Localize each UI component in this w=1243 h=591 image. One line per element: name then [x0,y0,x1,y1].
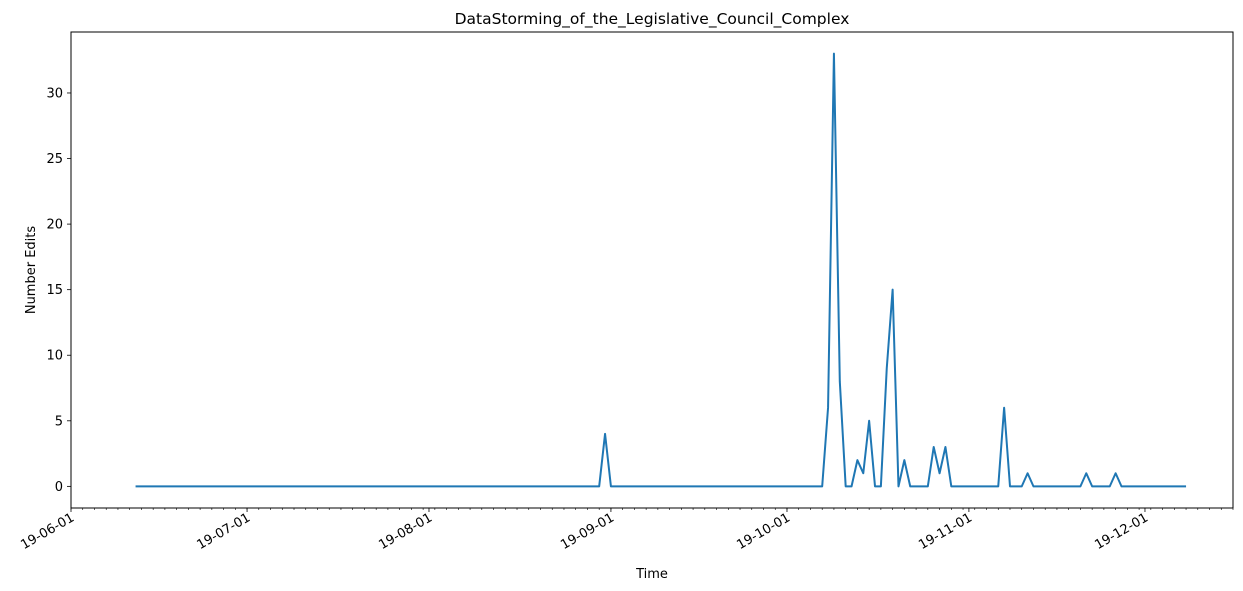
y-tick-label: 15 [46,283,63,298]
y-tick-label: 30 [46,86,63,101]
series-line-number-edits [135,52,1187,488]
y-tick-label: 25 [46,152,63,167]
x-tick-label: 19-11-01 [916,510,975,552]
x-tick-label: 19-09-01 [558,510,617,552]
x-tick-label: 19-08-01 [376,510,435,552]
x-axis-label: Time [635,567,668,582]
x-axis: 19-06-01 19-07-01 19-08-01 19-09-01 19-10-01… [18,508,1234,553]
y-axis: 0 5 10 15 20 25 30 [46,86,71,495]
y-tick-label: 20 [46,218,63,233]
x-tick-label: 19-07-01 [194,510,253,552]
y-tick-label: 5 [55,414,63,429]
y-tick-label: 0 [55,480,63,495]
x-tick-label: 19-10-01 [734,510,793,552]
x-tick-label: 19-06-01 [18,510,77,552]
y-tick-label: 10 [46,349,63,364]
chart-title: DataStorming_of_the_Legislative_Council_… [455,10,850,29]
x-tick-label: 19-12-01 [1092,510,1151,552]
plot-frame [70,31,1234,509]
y-axis-label: Number Edits [24,226,39,315]
